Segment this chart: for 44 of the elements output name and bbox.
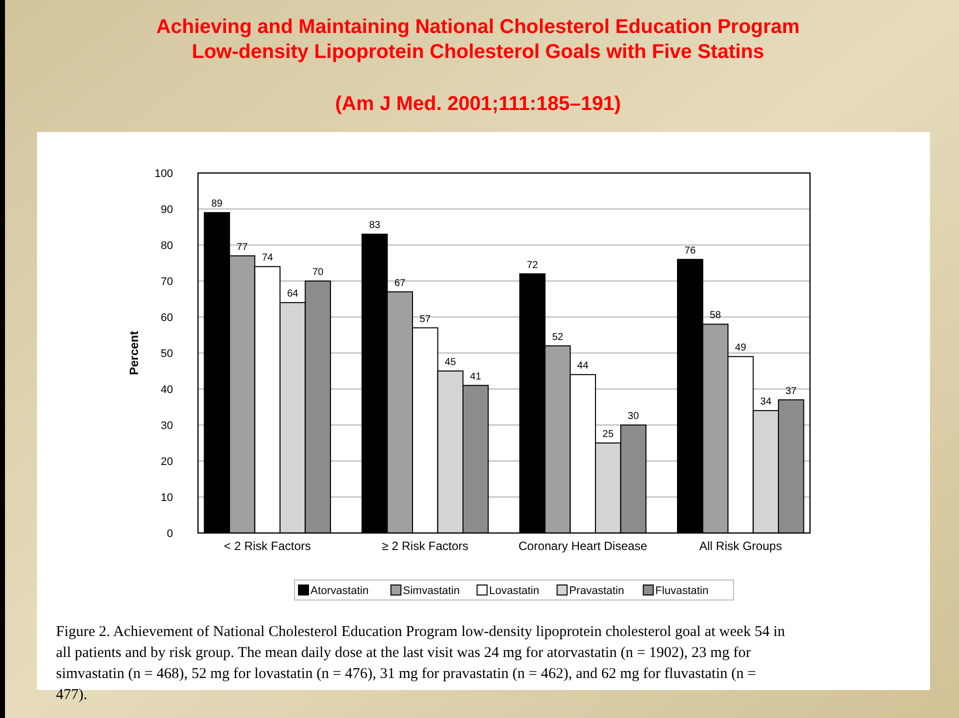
caption: Figure 2. Achievement of National Cholesterol Education Program low-density lipoprotein cholesterol goal at week 54 in all patients and by risk group. The mean daily dose at the last visit was 24 mg for atorvastatin (n = 1902), 23 mg for simvastatin (n = 468), 52 mg for lovastatin (n = 476), 31 mg for pravastatin (n = 462), and 62 mg for fluvastatin (n = 477).: [56, 624, 786, 703]
x-tick-label: All Risk Groups: [699, 539, 782, 553]
y-tick-label: 30: [160, 420, 173, 432]
data-label: 67: [394, 278, 406, 289]
legend-label: Pravastatin: [569, 585, 624, 597]
y-tick-label: 0: [166, 528, 173, 540]
x-tick-label: ≥ 2 Risk Factors: [382, 539, 468, 553]
data-label: 77: [236, 242, 248, 253]
chart-subtitle: (Am J Med. 2001;111:185–191): [335, 93, 621, 115]
data-label: 64: [287, 288, 299, 300]
data-label: 52: [552, 332, 564, 343]
data-label: 25: [602, 429, 614, 440]
data-label: 37: [786, 386, 798, 397]
x-tick-label: < 2 Risk Factors: [224, 539, 311, 553]
y-tick-label: 80: [160, 240, 173, 252]
x-tick-label: Coronary Heart Disease: [518, 539, 648, 553]
data-label: 44: [577, 360, 589, 372]
y-axis-title: Percent: [127, 330, 141, 376]
chart-title: Achieving and Maintaining National Cholesterol Education Program Low-density Lipoprotein Cholesterol Goals with Five Statins: [156, 16, 800, 63]
data-label: 34: [760, 396, 772, 408]
data-label: 57: [420, 314, 432, 325]
y-tick-label: 40: [160, 384, 173, 396]
y-tick-label: 20: [160, 456, 173, 468]
y-tick-label: 100: [154, 168, 173, 180]
data-label: 45: [444, 357, 456, 368]
data-label: 41: [470, 371, 482, 382]
y-tick-label: 10: [160, 492, 173, 504]
data-label: 58: [710, 310, 722, 322]
data-label: 49: [735, 342, 747, 354]
y-tick-label: 50: [160, 348, 173, 360]
data-label: 30: [628, 411, 640, 422]
data-label: 72: [526, 260, 538, 271]
data-label: 70: [312, 267, 324, 278]
y-tick-label: 60: [160, 312, 173, 324]
data-label: 74: [262, 252, 274, 264]
legend-label: Fluvastatin: [655, 585, 709, 597]
data-label: 89: [211, 198, 223, 210]
legend-label: Lovastatin: [489, 585, 540, 597]
data-label: 76: [684, 245, 696, 256]
y-tick-label: 90: [160, 204, 173, 216]
data-label: 83: [369, 220, 381, 232]
legend-label: Atorvastatin: [310, 585, 369, 597]
y-tick-label: 70: [160, 276, 173, 288]
legend-label: Simvastatin: [402, 585, 460, 597]
